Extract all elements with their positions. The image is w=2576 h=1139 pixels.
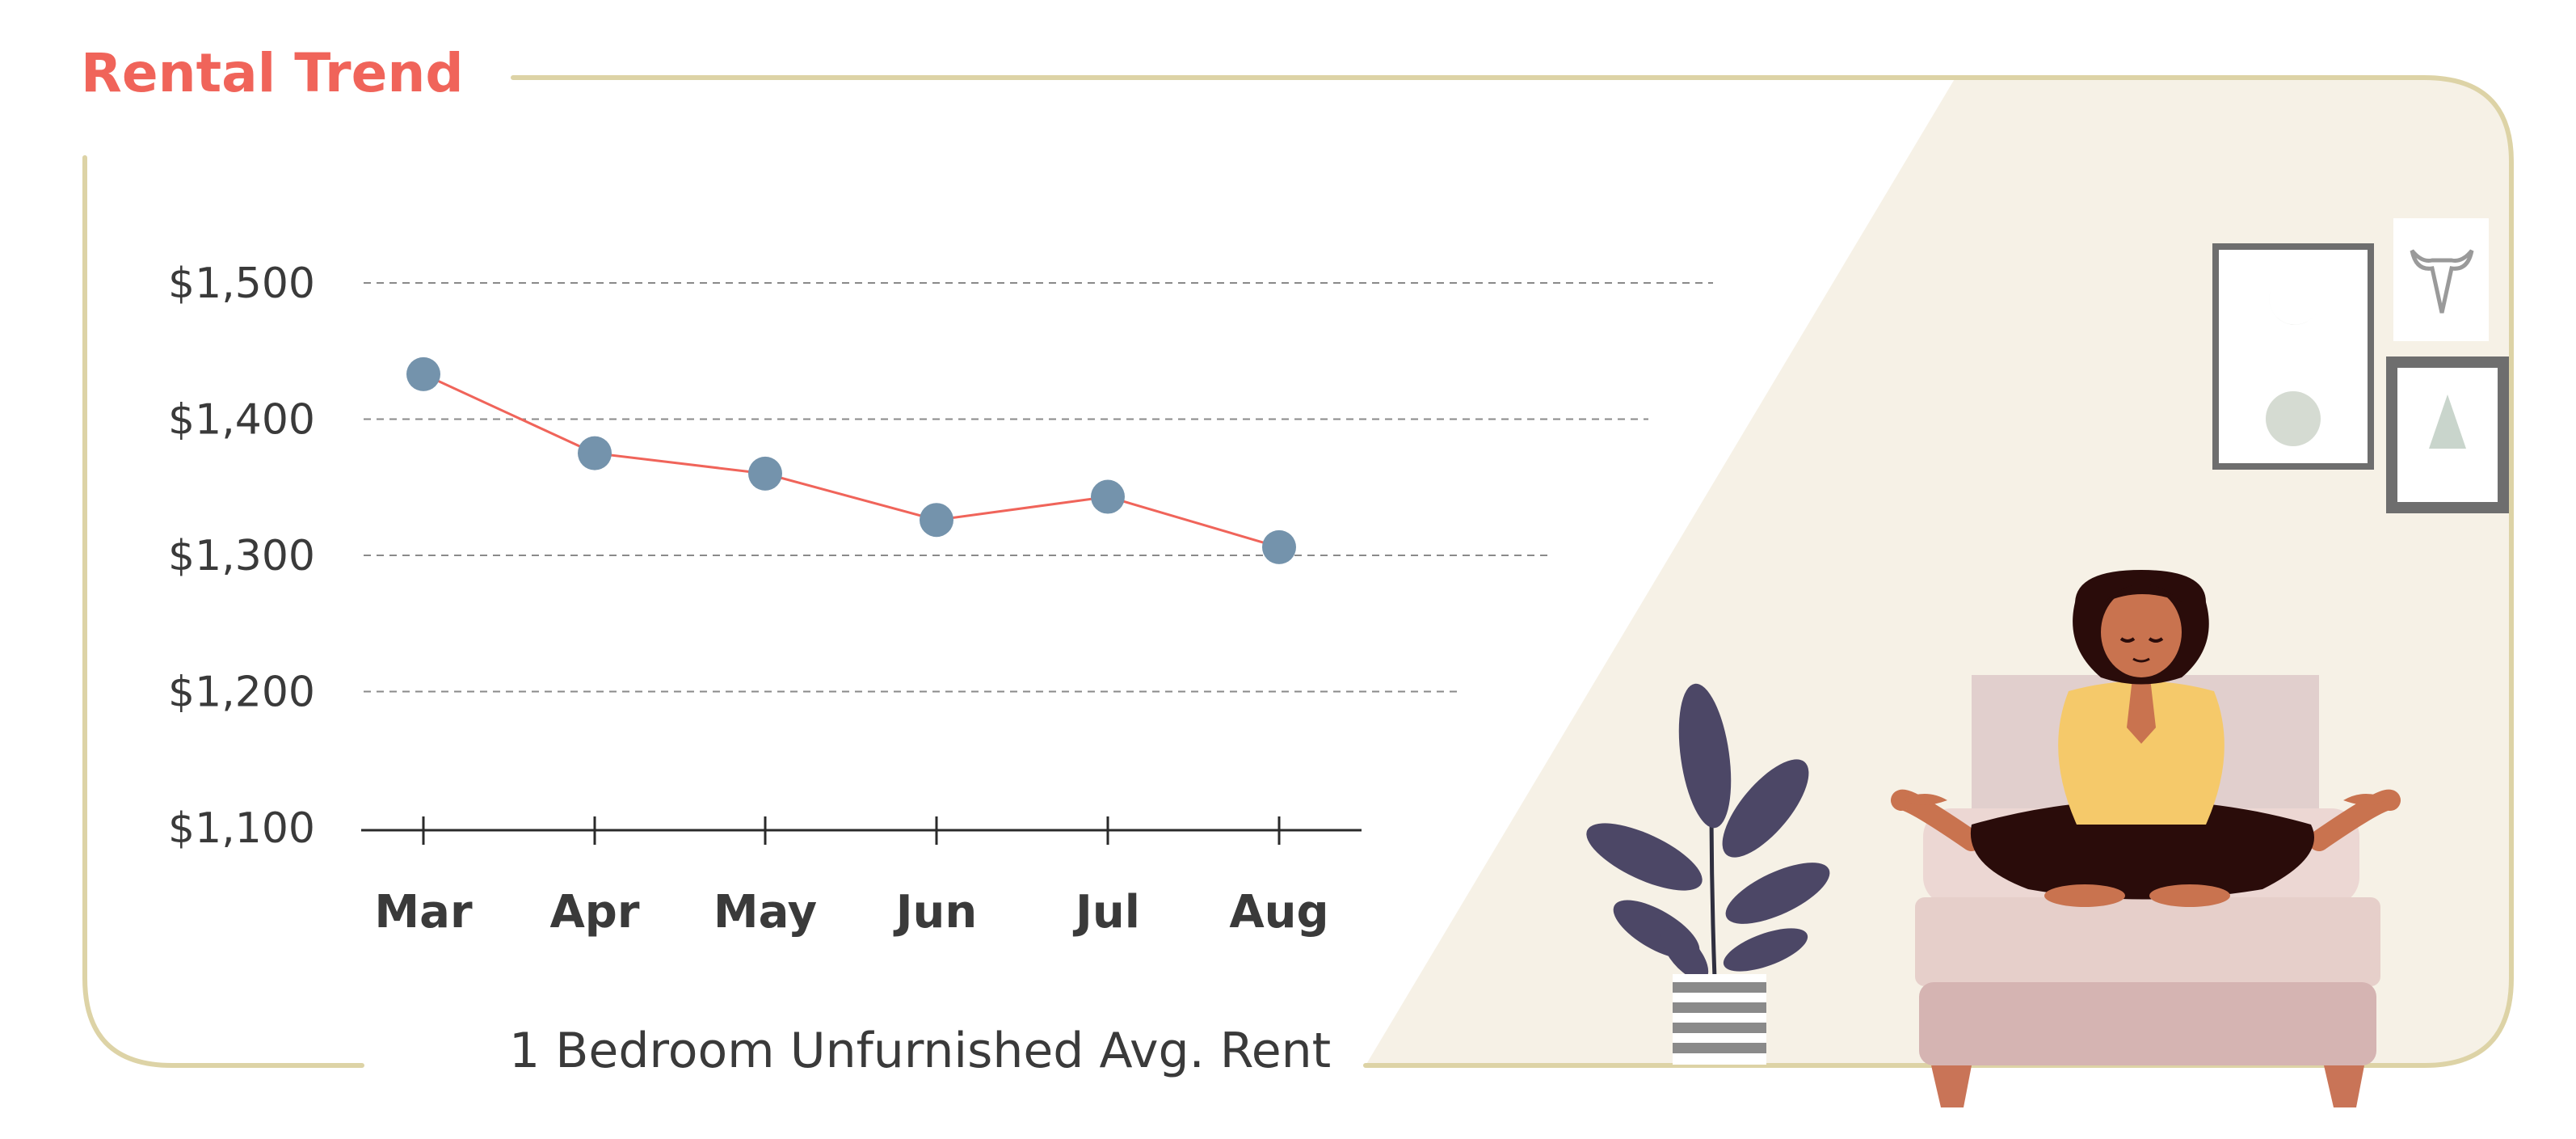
x-tick-label: May [713, 886, 817, 939]
y-tick-label: $1,300 [168, 532, 315, 580]
data-point [920, 503, 953, 538]
y-tick-label: $1,500 [168, 259, 315, 308]
y-tick-label: $1,200 [168, 669, 315, 717]
data-point [578, 436, 612, 470]
bull-skull-frame-icon [2393, 218, 2489, 341]
triangle-frame-icon [2386, 356, 2509, 513]
potted-plant-icon [1586, 683, 1830, 1065]
meditating-woman-icon [1891, 570, 2401, 907]
y-tick-label: $1,400 [168, 396, 315, 445]
y-tick-label: $1,100 [168, 804, 315, 853]
series-line [423, 373, 1280, 549]
chart-title: Rental Trend [81, 42, 464, 104]
moon-phases-frame-icon [2212, 243, 2374, 470]
data-point [1091, 479, 1125, 514]
data-point [1262, 529, 1296, 564]
x-tick-label: Jun [893, 886, 978, 939]
chart-frame [82, 75, 2514, 1068]
chart-subtitle: 1 Bedroom Unfurnished Avg. Rent [509, 1023, 1332, 1079]
x-tick-label: Mar [374, 886, 473, 939]
x-tick-label: Apr [549, 886, 639, 939]
data-point [748, 456, 782, 491]
line-chart: $1,100 $1,200 $1,300 $1,400 $1,500 Mar Apr May J… [168, 259, 1713, 939]
data-point [406, 356, 440, 391]
x-tick-label: Aug [1229, 886, 1328, 939]
x-tick-label: Jul [1072, 886, 1140, 939]
